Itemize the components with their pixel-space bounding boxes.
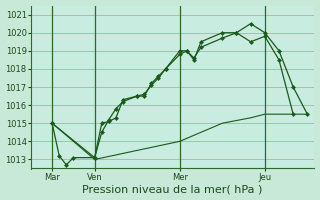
X-axis label: Pression niveau de la mer( hPa ): Pression niveau de la mer( hPa ) bbox=[83, 184, 263, 194]
